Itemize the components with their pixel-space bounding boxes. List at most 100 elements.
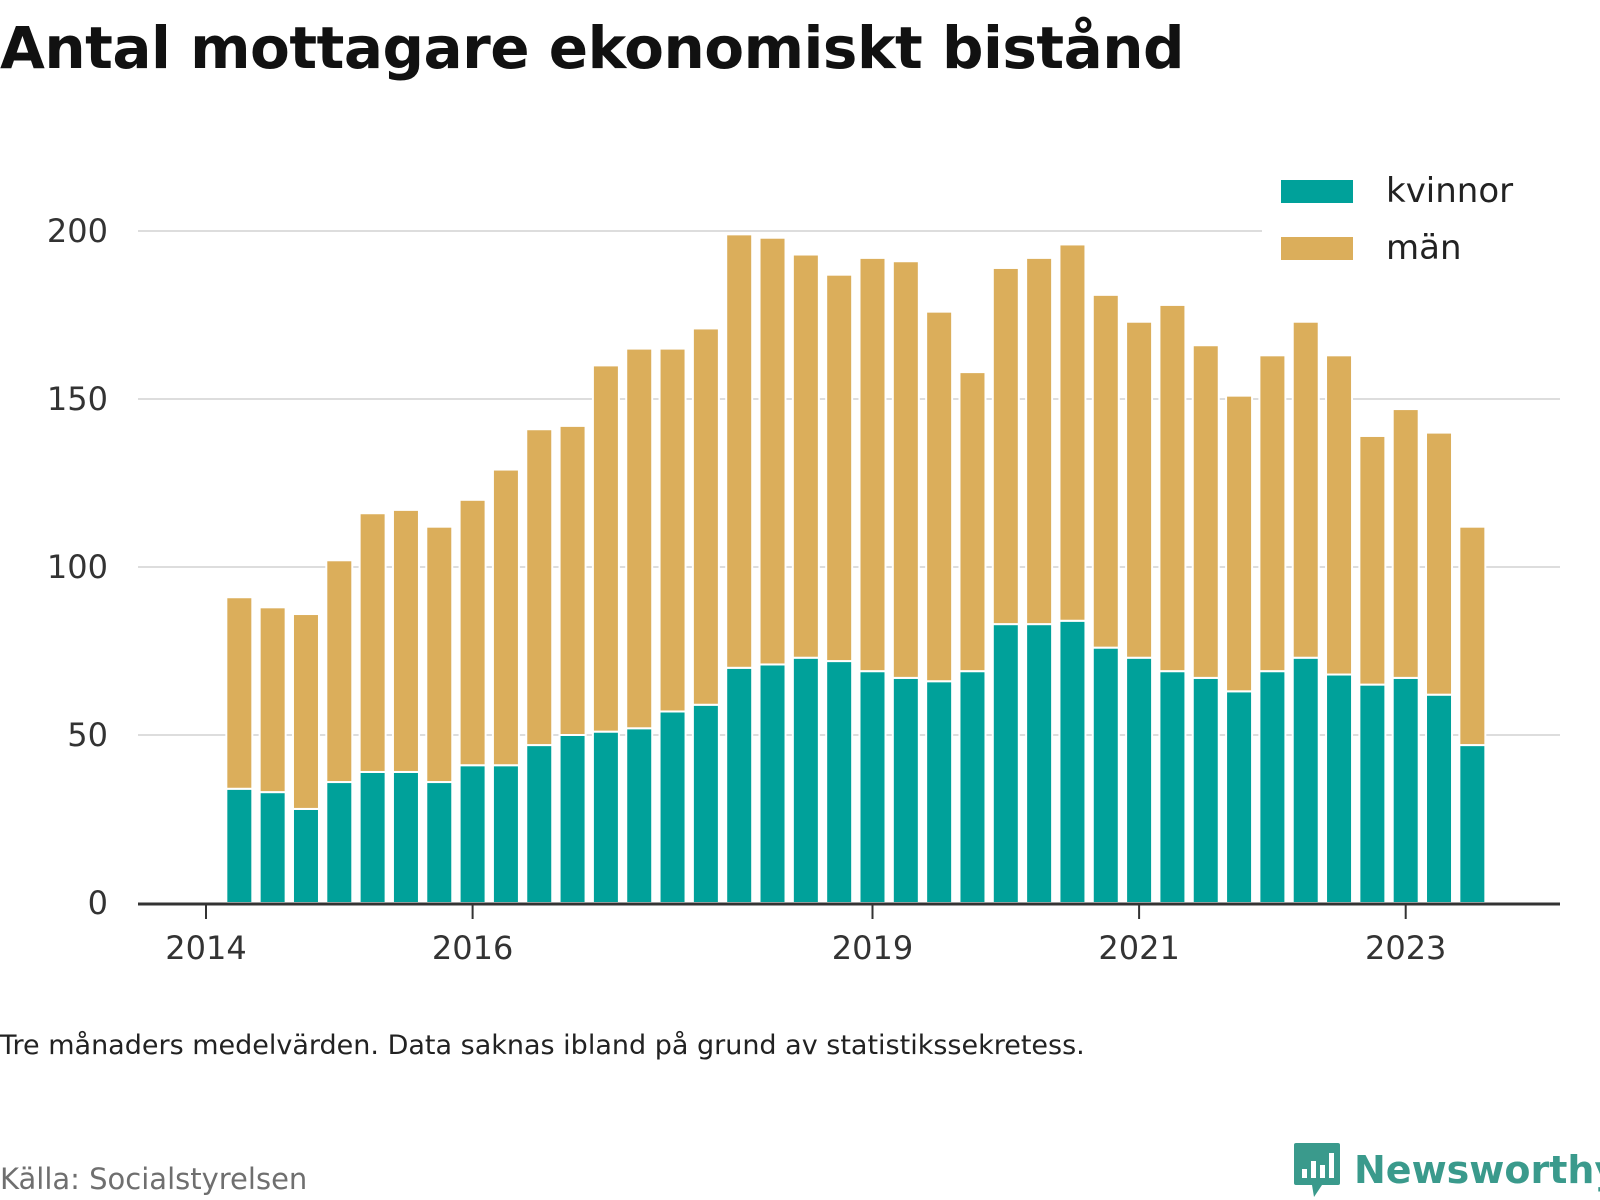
legend: kvinnor män <box>1262 160 1560 278</box>
bar-kvinnor <box>858 670 887 904</box>
bar-kvinnor <box>1425 693 1454 904</box>
bar-kvinnor <box>1225 690 1254 904</box>
newsworthy-logo: Newsworthy <box>1292 1140 1600 1200</box>
bar-kvinnor <box>725 666 754 904</box>
x-tick-label: 2014 <box>165 929 246 967</box>
bar-man <box>1125 320 1154 659</box>
bar-kvinnor <box>658 710 687 904</box>
bar-kvinnor <box>958 670 987 904</box>
bar-man <box>691 327 720 706</box>
bar-man <box>958 371 987 673</box>
legend-label-man: män <box>1386 228 1462 268</box>
bar-man <box>591 364 620 733</box>
bar-kvinnor <box>991 623 1020 904</box>
bar-man <box>391 508 420 773</box>
bar-man <box>1058 243 1087 622</box>
bar-man <box>1158 303 1187 673</box>
legend-swatch-man <box>1281 237 1353 260</box>
bar-man <box>558 424 587 736</box>
bar-kvinnor <box>391 770 420 905</box>
chart-note: Tre månaders medelvärden. Data saknas ib… <box>0 1030 1085 1061</box>
bar-man <box>325 559 354 784</box>
bar-man <box>1458 525 1487 747</box>
y-tick-label: 100 <box>47 548 108 586</box>
bar-kvinnor <box>1158 670 1187 904</box>
bar-man <box>1025 256 1054 626</box>
y-tick-label: 200 <box>47 212 108 250</box>
bar-kvinnor <box>1358 683 1387 904</box>
y-tick-label: 0 <box>88 884 108 922</box>
x-tick-label: 2016 <box>432 929 513 967</box>
bar-man <box>991 266 1020 626</box>
bar-kvinnor <box>525 744 554 905</box>
bar-kvinnor <box>1258 670 1287 904</box>
bar-man <box>825 273 854 663</box>
bar-man <box>258 606 287 794</box>
legend-label-kvinnor: kvinnor <box>1386 171 1513 211</box>
bar-kvinnor <box>1291 656 1320 904</box>
bar-man <box>1291 320 1320 659</box>
bar-kvinnor <box>1458 744 1487 905</box>
chart-title: Antal mottagare ekonomiskt bistånd <box>0 14 1185 82</box>
bar-kvinnor <box>225 787 254 905</box>
stacked-bar-chart: 0 50 100 150 200 2014 2016 2019 2021 2023 kvinnor… <box>46 160 1560 967</box>
bar-kvinnor <box>1391 676 1420 904</box>
bar-kvinnor <box>1325 673 1354 905</box>
bar-man <box>425 525 454 784</box>
bar-kvinnor <box>358 770 387 905</box>
bar-kvinnor <box>425 781 454 904</box>
bar-kvinnor <box>891 676 920 904</box>
bar-man <box>1225 394 1254 693</box>
bar-man <box>1358 434 1387 686</box>
bar-man <box>1191 344 1220 679</box>
bar-man <box>658 347 687 713</box>
y-tick-label: 50 <box>67 716 108 754</box>
bar-kvinnor <box>491 764 520 904</box>
brand-name: Newsworthy <box>1354 1148 1600 1192</box>
bar-man <box>225 596 254 790</box>
bar-kvinnor <box>791 656 820 904</box>
legend-swatch-kvinnor <box>1281 180 1353 203</box>
bar-man <box>725 233 754 669</box>
bar-kvinnor <box>1125 656 1154 904</box>
bar-man <box>1258 354 1287 673</box>
bar-man <box>625 347 654 730</box>
bar-man <box>791 253 820 659</box>
bar-kvinnor <box>925 680 954 904</box>
bar-man <box>1391 408 1420 679</box>
source-label: Källa: Socialstyrelsen <box>0 1162 308 1196</box>
bar-kvinnor <box>325 781 354 904</box>
bar-kvinnor <box>691 703 720 905</box>
bar-kvinnor <box>825 660 854 905</box>
bar-man <box>458 498 487 767</box>
bar-man <box>858 256 887 673</box>
bar-man <box>1325 354 1354 676</box>
x-tick-label: 2021 <box>1098 929 1179 967</box>
bar-man <box>1091 293 1120 649</box>
bar-man <box>758 236 787 666</box>
bar-kvinnor <box>291 807 320 904</box>
bar-kvinnor <box>758 663 787 904</box>
bar-kvinnor <box>458 764 487 904</box>
bar-man <box>1425 431 1454 696</box>
chart-bubble-icon <box>1294 1143 1340 1197</box>
y-tick-label: 150 <box>47 380 108 418</box>
bar-kvinnor <box>1191 676 1220 904</box>
bar-man <box>891 260 920 679</box>
bar-kvinnor <box>1025 623 1054 904</box>
bar-man <box>291 613 320 810</box>
bar-kvinnor <box>558 734 587 904</box>
x-tick-label: 2023 <box>1365 929 1446 967</box>
bar-man <box>525 428 554 747</box>
bar-kvinnor <box>258 791 287 904</box>
bar-man <box>925 310 954 683</box>
axes: 0 50 100 150 200 2014 2016 2019 2021 2023 <box>47 212 1560 967</box>
bar-kvinnor <box>1091 646 1120 905</box>
bar-man <box>358 512 387 773</box>
bar-man <box>491 468 520 767</box>
bar-kvinnor <box>591 730 620 905</box>
bar-kvinnor <box>1058 619 1087 904</box>
bar-kvinnor <box>625 727 654 905</box>
x-tick-label: 2019 <box>832 929 913 967</box>
bars <box>225 233 1487 905</box>
